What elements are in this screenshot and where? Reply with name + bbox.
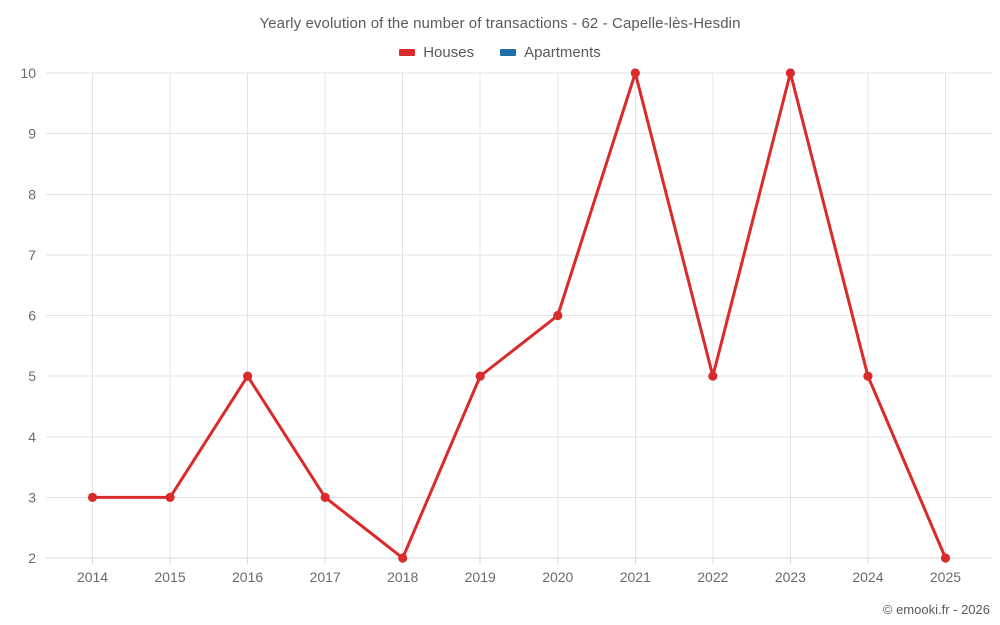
data-point-houses-2018[interactable]: [398, 553, 408, 563]
x-axis-tick-label: 2020: [542, 569, 573, 585]
legend-swatch-houses-icon: [399, 49, 416, 56]
x-axis-tick-label: 2025: [930, 569, 961, 585]
legend-label-houses: Houses: [423, 44, 475, 61]
data-point-houses-2025[interactable]: [940, 553, 951, 563]
x-axis-tick-label: 2018: [387, 569, 418, 585]
y-axis-tick-label: 8: [28, 186, 36, 202]
x-axis-tick-label: 2019: [465, 569, 496, 585]
y-axis-tick-label: 3: [28, 489, 36, 505]
y-axis-tick-label: 10: [20, 65, 36, 81]
copyright-notice: © emooki.fr - 2026: [882, 602, 990, 617]
data-point-houses-2023[interactable]: [785, 68, 795, 78]
x-axis-tick-label: 2021: [620, 569, 651, 585]
data-point-houses-2024[interactable]: [863, 371, 873, 381]
data-point-houses-2020[interactable]: [553, 310, 563, 321]
data-point-houses-2019[interactable]: [475, 371, 485, 381]
y-axis-tick-label: 7: [28, 247, 36, 263]
x-axis-tick-label: 2014: [77, 569, 108, 585]
legend-item-apartments[interactable]: Apartments: [500, 44, 601, 61]
x-axis-tick-label: 2022: [697, 569, 728, 585]
x-axis-tick-label: 2015: [154, 569, 185, 585]
data-point-houses-2022[interactable]: [708, 371, 718, 381]
y-axis-tick-label: 6: [28, 308, 36, 324]
y-axis-tick-label: 5: [28, 368, 36, 384]
y-axis-tick-label: 9: [28, 126, 36, 142]
legend-label-apartments: Apartments: [524, 44, 601, 61]
chart-legend: Houses Apartments: [0, 44, 1000, 61]
series-line-houses: [91, 71, 947, 560]
data-point-houses-2021[interactable]: [630, 68, 640, 78]
legend-item-houses[interactable]: Houses: [399, 44, 474, 61]
y-axis-tick-label: 4: [28, 429, 36, 445]
x-axis-tick-label: 2023: [775, 569, 806, 585]
x-axis-tick-label: 2017: [310, 569, 341, 585]
data-point-houses-2016[interactable]: [243, 371, 253, 381]
x-axis-tick-label: 2016: [232, 569, 263, 585]
y-axis-tick-label: 2: [28, 550, 36, 566]
data-point-houses-2015[interactable]: [165, 492, 175, 502]
x-axis-tick-label: 2024: [852, 569, 883, 585]
data-point-houses-2014[interactable]: [87, 492, 98, 502]
data-point-houses-2017[interactable]: [320, 492, 330, 502]
chart-title: Yearly evolution of the number of transa…: [259, 15, 741, 32]
legend-swatch-apartments-icon: [500, 49, 517, 56]
